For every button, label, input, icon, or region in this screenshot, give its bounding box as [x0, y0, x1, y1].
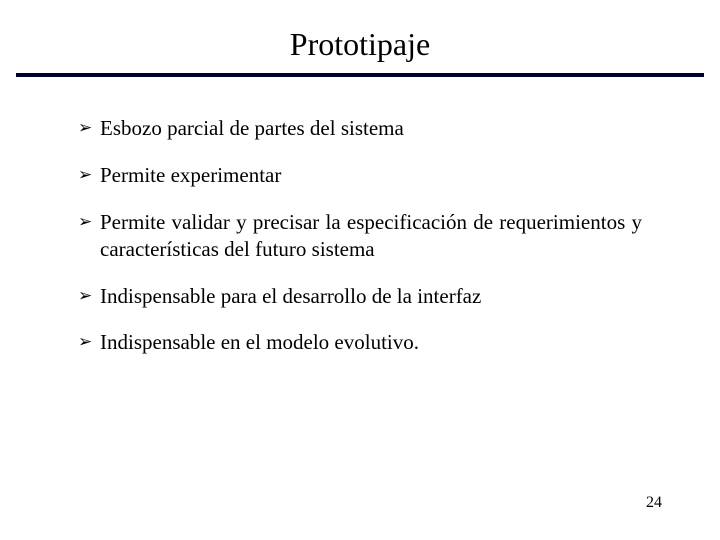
list-item-text: Indispensable en el modelo evolutivo. — [100, 329, 642, 356]
list-item-text: Esbozo parcial de partes del sistema — [100, 115, 642, 142]
list-item: ➢ Permite validar y precisar la especifi… — [78, 209, 642, 263]
list-item-text: Indispensable para el desarrollo de la i… — [100, 283, 642, 310]
bullet-icon: ➢ — [78, 283, 100, 309]
bullet-icon: ➢ — [78, 209, 100, 235]
bullet-icon: ➢ — [78, 162, 100, 188]
slide: Prototipaje ➢ Esbozo parcial de partes d… — [0, 0, 720, 540]
page-number: 24 — [646, 494, 662, 512]
list-item: ➢ Indispensable para el desarrollo de la… — [78, 283, 642, 310]
bullet-list: ➢ Esbozo parcial de partes del sistema ➢… — [0, 77, 720, 356]
list-item: ➢ Permite experimentar — [78, 162, 642, 189]
list-item: ➢ Esbozo parcial de partes del sistema — [78, 115, 642, 142]
slide-title: Prototipaje — [0, 0, 720, 73]
bullet-icon: ➢ — [78, 115, 100, 141]
bullet-icon: ➢ — [78, 329, 100, 355]
list-item: ➢ Indispensable en el modelo evolutivo. — [78, 329, 642, 356]
list-item-text: Permite validar y precisar la especifica… — [100, 209, 642, 263]
list-item-text: Permite experimentar — [100, 162, 642, 189]
